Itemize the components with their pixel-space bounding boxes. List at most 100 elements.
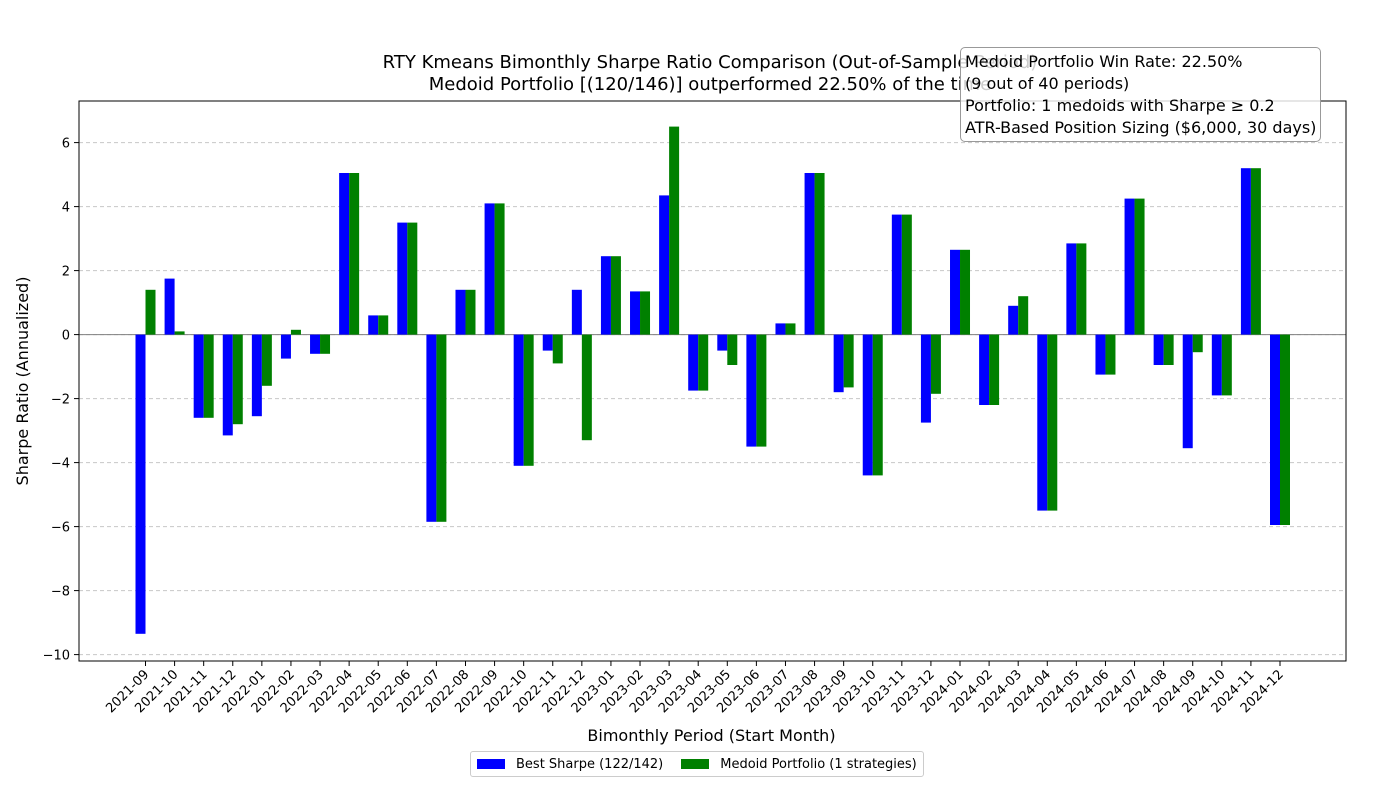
bar-best-sharpe-2023-10 [862,334,873,476]
bar-medoid-2023-05 [727,334,738,365]
y-tick-label: 0 [62,329,70,344]
plot-frame [78,100,1347,662]
bar-medoid-2022-01 [261,334,272,386]
bar-best-sharpe-2023-12 [920,334,931,423]
bar-best-sharpe-2024-03 [1008,305,1019,335]
bar-best-sharpe-2022-07 [426,334,437,522]
bar-medoid-2022-12 [581,334,592,441]
bar-medoid-2022-06 [407,222,418,335]
bar-medoid-2024-06 [1105,334,1116,375]
bar-best-sharpe-2022-04 [339,173,350,335]
bar-medoid-2024-09 [1192,334,1203,353]
bar-medoid-2024-04 [1047,334,1058,511]
win-rate-text: Medoid Portfolio Win Rate: 22.50% [965,52,1243,71]
bar-medoid-2023-06 [756,334,767,447]
y-tick-label: 2 [62,265,70,280]
bar-best-sharpe-2024-06 [1095,334,1106,375]
bar-best-sharpe-2024-02 [979,334,990,405]
bar-medoid-2024-11 [1250,168,1261,335]
bar-best-sharpe-2024-12 [1270,334,1280,525]
bar-medoid-2022-11 [552,334,563,364]
bar-best-sharpe-2024-09 [1182,334,1193,449]
sizing-text: ATR-Based Position Sizing ($6,000, 30 da… [965,118,1317,137]
periods-text: (9 out of 40 periods) [965,74,1130,93]
bar-best-sharpe-2022-01 [251,334,262,417]
bar-medoid-2024-10 [1221,334,1232,396]
x-axis-label: Bimonthly Period (Start Month) [587,726,835,745]
bar-best-sharpe-2024-10 [1211,334,1222,396]
y-tick-label: 6 [62,137,70,152]
bar-best-sharpe-2022-08 [455,289,466,335]
bar-medoid-2023-08 [814,173,825,335]
bar-best-sharpe-2021-12 [222,334,233,436]
bar-best-sharpe-2023-01 [600,256,611,335]
bar-medoid-2022-09 [494,203,505,335]
bar-medoid-2023-09 [843,334,854,388]
bar-medoid-2023-11 [901,214,912,335]
chart-title: RTY Kmeans Bimonthly Sharpe Ratio Compar… [382,52,1038,73]
bar-medoid-2024-08 [1163,334,1174,365]
bars [135,126,1290,634]
bar-medoid-2022-02 [290,329,301,335]
y-tick-label: −8 [51,585,70,600]
legend-swatch-medoid [681,759,710,769]
bar-best-sharpe-2022-09 [484,203,495,335]
bar-medoid-2023-03 [669,126,680,335]
bar-medoid-2024-05 [1076,243,1087,335]
bar-best-sharpe-2022-05 [368,315,379,335]
bar-medoid-2024-12 [1280,334,1290,525]
legend-label-medoid: Medoid Portfolio (1 strategies) [720,756,917,772]
legend-item-best: Best Sharpe (122/142) [477,757,663,772]
bar-best-sharpe-2023-04 [688,334,699,391]
bar-medoid-2022-05 [378,315,389,335]
bar-best-sharpe-2021-11 [193,334,204,418]
y-tick-label: −6 [51,521,70,536]
bar-medoid-2024-02 [989,334,1000,405]
bar-medoid-2023-01 [610,256,621,335]
bar-medoid-2022-10 [523,334,534,466]
chart-subtitle: Medoid Portfolio [(120/146)] outperforme… [428,74,992,95]
portfolio-text: Portfolio: 1 medoids with Sharpe ≥ 0.2 [965,96,1275,115]
bar-medoid-2022-08 [465,289,476,335]
legend: Best Sharpe (122/142) Medoid Portfolio (… [470,751,924,777]
bar-medoid-2024-07 [1134,198,1145,335]
y-ticks: −10 −8 −6 −4 −2 0 2 4 6 [43,137,79,664]
y-tick-label: −10 [43,649,70,664]
bar-best-sharpe-2021-09 [135,334,146,634]
bar-best-sharpe-2023-03 [659,195,670,335]
bar-medoid-2022-03 [320,334,331,354]
x-ticks: 2021-092021-102021-112021-122022-012022-… [103,661,1287,716]
bar-best-sharpe-2024-01 [950,249,961,335]
legend-item-medoid: Medoid Portfolio (1 strategies) [681,757,917,772]
bar-best-sharpe-2022-06 [397,222,408,335]
bar-best-sharpe-2024-07 [1124,198,1135,335]
bar-best-sharpe-2022-12 [571,289,582,335]
bar-best-sharpe-2024-05 [1066,243,1077,335]
grid-lines [79,142,1346,656]
bar-medoid-2023-10 [872,334,883,476]
bar-best-sharpe-2023-07 [775,323,786,335]
bar-medoid-2023-07 [785,323,796,335]
bar-best-sharpe-2024-04 [1037,334,1048,511]
y-axis-label: Sharpe Ratio (Annualized) [13,277,32,486]
bar-best-sharpe-2023-08 [804,173,815,335]
bar-medoid-2021-10 [174,331,185,335]
bar-best-sharpe-2022-11 [542,334,553,351]
bar-best-sharpe-2024-08 [1153,334,1164,365]
bar-best-sharpe-2024-11 [1240,168,1251,335]
bar-best-sharpe-2023-05 [717,334,728,351]
y-tick-label: −2 [51,393,70,408]
bar-best-sharpe-2022-02 [280,334,291,359]
bar-medoid-2023-12 [930,334,941,394]
bar-best-sharpe-2023-06 [746,334,757,447]
bar-best-sharpe-2022-03 [310,334,321,354]
info-box: Medoid Portfolio Win Rate: 22.50% (9 out… [960,47,1322,142]
bar-best-sharpe-2023-02 [630,291,641,335]
bar-medoid-2021-12 [232,334,243,425]
bar-medoid-2021-11 [203,334,214,418]
legend-label-best: Best Sharpe (122/142) [516,756,664,772]
bar-medoid-2023-02 [640,291,651,335]
bar-medoid-2024-01 [960,249,971,335]
y-tick-label: 4 [62,201,70,216]
